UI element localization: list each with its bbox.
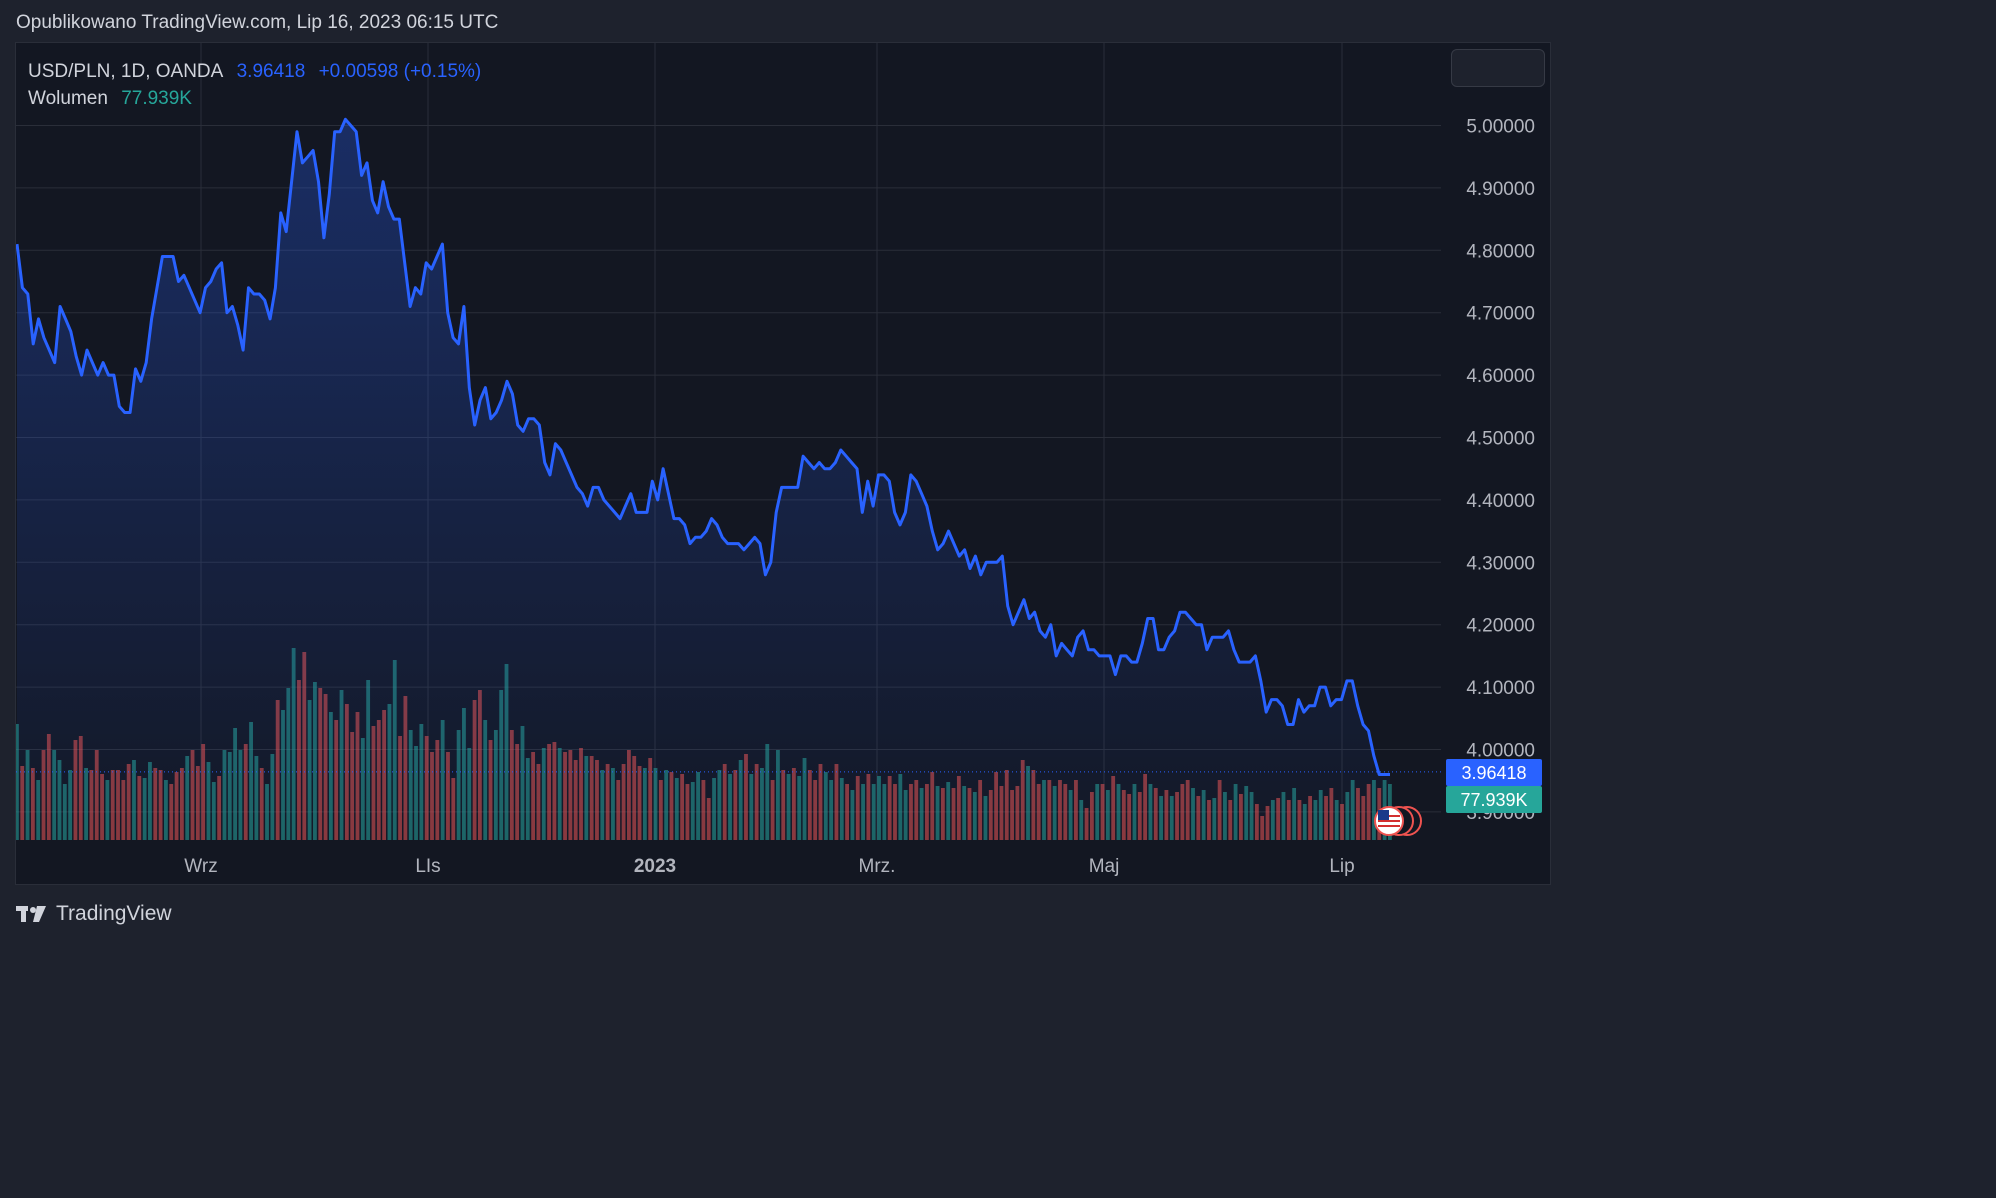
price-badge-text: 3.96418 [1461, 763, 1526, 783]
published-header: Opublikowano TradingView.com, Lip 16, 20… [16, 12, 499, 33]
footer-brand[interactable]: TradingView [16, 902, 172, 926]
x-tick-label: 2023 [634, 856, 676, 877]
y-tick-label: 4.10000 [1466, 678, 1535, 699]
y-tick-label: 4.70000 [1466, 304, 1535, 325]
y-tick-label: 4.40000 [1466, 491, 1535, 512]
chart-corner-button[interactable] [1451, 49, 1545, 87]
symbol-label: USD/PLN, 1D, OANDA [28, 61, 224, 82]
y-tick-label: 4.20000 [1466, 616, 1535, 637]
y-tick-label: 4.90000 [1466, 179, 1535, 200]
x-tick-label: Lip [1329, 856, 1354, 877]
price-line [16, 117, 1390, 776]
y-tick-label: 4.80000 [1466, 241, 1535, 262]
x-tick-label: Maj [1089, 856, 1120, 877]
chart-legend: USD/PLN, 1D, OANDA 3.96418 +0.00598 (+0.… [28, 58, 481, 112]
y-tick-label: 5.00000 [1466, 117, 1535, 138]
y-axis: 3.900004.000004.100004.200004.300004.400… [1466, 117, 1535, 824]
tradingview-logo-icon [16, 906, 46, 922]
x-axis: Wrz LIs 2023 Mrz. Maj Lip [184, 856, 1354, 877]
price-area [17, 119, 1390, 840]
price-line-group [16, 117, 1442, 776]
us-flag-icon[interactable] [1374, 806, 1404, 836]
last-price-value: 3.96418 [236, 61, 306, 82]
price-badge: 3.96418 [1446, 759, 1542, 786]
y-tick-label: 4.60000 [1466, 366, 1535, 387]
volume-badge: 77.939K [1446, 786, 1542, 813]
volume-value: 77.939K [121, 88, 192, 109]
footer-brand-text: TradingView [56, 902, 172, 925]
x-tick-label: LIs [415, 856, 440, 877]
y-tick-label: 4.00000 [1466, 741, 1535, 762]
volume-badge-text: 77.939K [1460, 790, 1527, 810]
y-tick-label: 4.30000 [1466, 553, 1535, 574]
legend-volume-row: Wolumen 77.939K [28, 85, 481, 112]
price-area-fill [17, 119, 1390, 840]
chart-canvas[interactable]: 3.900004.000004.100004.200004.300004.400… [0, 0, 1568, 941]
volume-label: Wolumen [28, 88, 108, 109]
price-change-value: +0.00598 (+0.15%) [318, 61, 482, 82]
x-tick-label: Mrz. [859, 856, 896, 877]
economic-events-marker[interactable] [1374, 806, 1422, 836]
y-tick-label: 4.50000 [1466, 429, 1535, 450]
x-tick-label: Wrz [184, 856, 217, 877]
legend-symbol-row: USD/PLN, 1D, OANDA 3.96418 +0.00598 (+0.… [28, 58, 481, 85]
